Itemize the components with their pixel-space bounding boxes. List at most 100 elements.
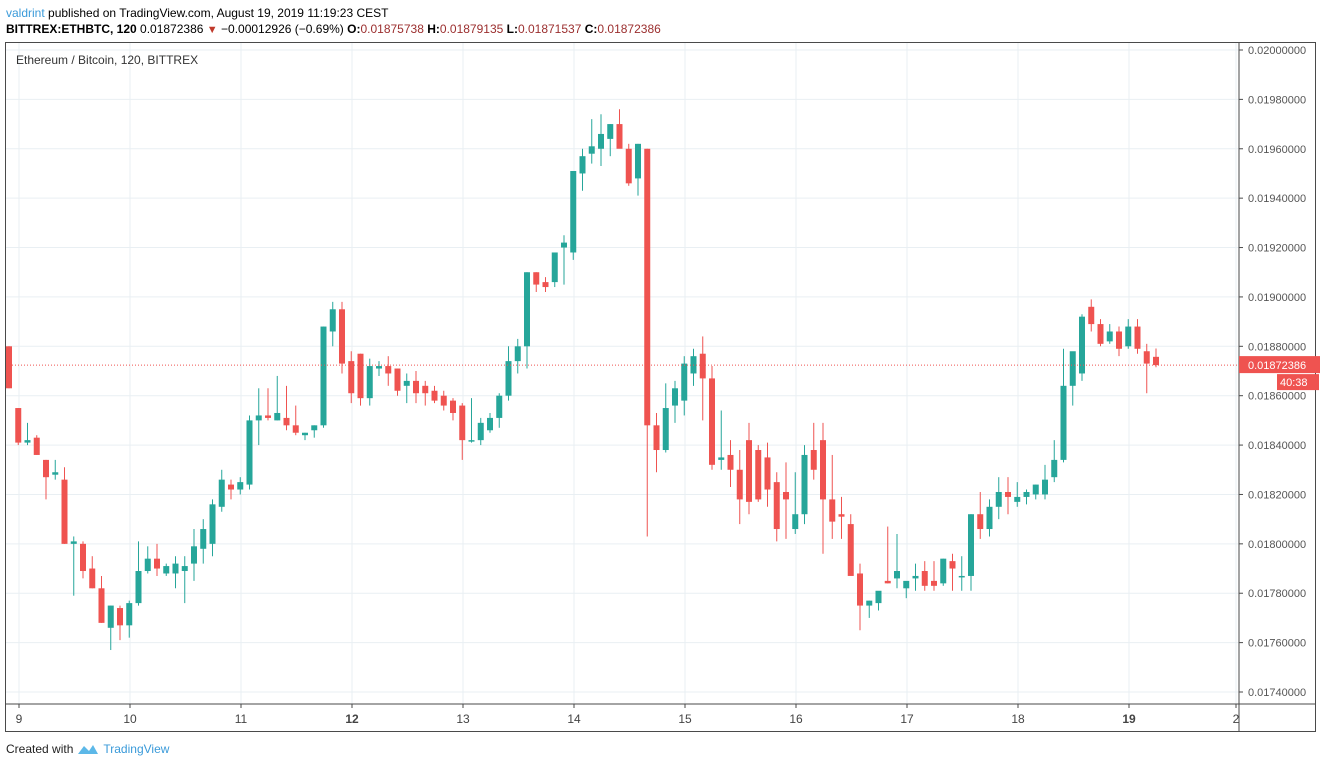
candle — [80, 543, 86, 572]
symbol-info-line: BITTREX:ETHBTC, 120 0.01872386 ▼ −0.0001… — [6, 22, 661, 37]
candle — [1014, 496, 1021, 502]
candle — [339, 309, 345, 364]
candle — [903, 580, 910, 589]
candle — [875, 590, 882, 604]
candle — [968, 514, 974, 576]
candle — [385, 366, 392, 374]
candle — [320, 326, 327, 426]
y-axis-label: 0.01900000 — [1248, 292, 1306, 304]
candle — [24, 440, 31, 443]
candle — [986, 506, 993, 530]
candle — [477, 422, 484, 441]
candle — [931, 580, 937, 586]
candle — [33, 437, 40, 455]
candle — [52, 472, 59, 475]
candle — [561, 242, 567, 248]
candle — [635, 143, 641, 179]
x-axis-label: 16 — [789, 712, 803, 726]
candle — [940, 558, 947, 584]
candle — [15, 408, 22, 443]
tradingview-link[interactable]: TradingView — [103, 742, 170, 756]
candle — [810, 450, 817, 470]
candle — [921, 571, 928, 586]
candle — [98, 588, 105, 623]
y-axis-label: 0.01980000 — [1248, 94, 1306, 106]
candle — [644, 148, 651, 426]
candle — [505, 361, 512, 396]
last-price: 0.01872386 — [140, 22, 204, 36]
candle — [949, 561, 956, 569]
chart-legend-title: Ethereum / Bitcoin, 120, BITTREX — [16, 53, 199, 67]
author-link[interactable]: valdrint — [6, 6, 45, 20]
y-axis-label: 0.01740000 — [1248, 687, 1306, 699]
candle — [459, 405, 466, 441]
x-axis-label: 17 — [900, 712, 914, 726]
x-axis-label: 12 — [345, 712, 359, 726]
candle — [1023, 491, 1030, 497]
candle — [746, 440, 752, 502]
candle — [1153, 356, 1159, 366]
y-axis-label: 0.01820000 — [1248, 489, 1306, 501]
candle — [672, 388, 678, 406]
candle — [653, 425, 660, 451]
candle — [542, 282, 549, 288]
candle — [681, 363, 688, 401]
x-axis-label: 13 — [456, 712, 470, 726]
candle — [246, 420, 253, 485]
candle — [200, 529, 207, 549]
last-price-label — [1239, 356, 1320, 374]
y-axis-label: 0.01860000 — [1248, 391, 1306, 403]
down-arrow-icon: ▼ — [206, 24, 218, 36]
candle — [1079, 316, 1085, 374]
x-axis-label: 15 — [678, 712, 692, 726]
candle — [607, 124, 614, 139]
candle — [838, 514, 845, 517]
candle — [718, 457, 725, 460]
candle — [625, 148, 632, 184]
y-axis-label: 0.01840000 — [1248, 440, 1306, 452]
candle — [1042, 479, 1048, 495]
candle — [450, 400, 456, 413]
candle — [255, 415, 262, 421]
candle — [524, 272, 530, 347]
candle — [431, 390, 438, 401]
bar-countdown — [1277, 374, 1319, 391]
candle — [662, 408, 669, 451]
y-axis-label: 0.01940000 — [1248, 193, 1306, 205]
candle — [1134, 326, 1141, 349]
candle — [191, 546, 197, 564]
y-axis-label: 0.01780000 — [1248, 588, 1306, 600]
ohlc-open: O:0.01875738 — [347, 22, 424, 36]
svg-text:0.01872386: 0.01872386 — [1248, 360, 1306, 372]
candle — [376, 366, 382, 369]
candle — [487, 417, 493, 431]
candle — [977, 514, 984, 530]
candle — [820, 440, 826, 500]
candle — [829, 499, 836, 522]
candle — [144, 558, 151, 572]
candle — [570, 170, 577, 253]
candle — [302, 432, 308, 436]
candle — [1088, 306, 1095, 325]
candle — [1116, 331, 1122, 349]
candle — [468, 440, 475, 442]
y-axis-label: 0.01920000 — [1248, 243, 1306, 255]
candle — [514, 346, 521, 362]
candle — [958, 575, 965, 578]
candle — [413, 380, 419, 394]
candle — [496, 395, 503, 418]
candle — [1051, 459, 1058, 478]
candle — [588, 146, 595, 154]
candle — [866, 600, 873, 606]
candle — [117, 608, 123, 626]
candle — [311, 425, 318, 431]
candle — [783, 491, 789, 500]
candle — [884, 580, 891, 584]
candle — [773, 482, 780, 530]
candle — [894, 571, 900, 579]
candle — [1097, 324, 1104, 344]
ohlc-low: L:0.01871537 — [506, 22, 582, 36]
candle — [61, 479, 68, 544]
candle — [172, 563, 179, 574]
